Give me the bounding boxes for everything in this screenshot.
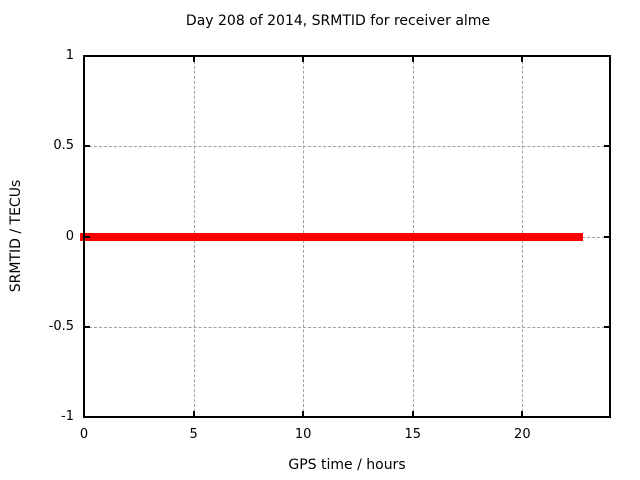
chart-title: Day 208 of 2014, SRMTID for receiver alm… (185, 13, 491, 29)
series-line-srmtid (80, 232, 584, 241)
y-gridline (84, 327, 610, 328)
y-tick-left (84, 416, 90, 418)
x-tick-bottom (192, 411, 195, 417)
y-tick-right (604, 325, 610, 328)
y-tick-label: -1 (61, 409, 74, 424)
x-tick-top (521, 56, 524, 62)
x-tick-bottom (411, 411, 414, 417)
x-tick-label: 5 (189, 427, 198, 442)
x-tick-label: 0 (79, 427, 89, 442)
x-tick-bottom (302, 411, 305, 417)
x-tick-top (302, 56, 305, 62)
x-tick-top (411, 56, 414, 62)
y-tick-right (604, 235, 610, 238)
x-tick-top (83, 56, 85, 62)
y-tick-left (84, 55, 90, 57)
y-tick-label: 1 (65, 48, 74, 63)
x-tick-top (192, 56, 195, 62)
y-tick-left (84, 325, 90, 328)
y-tick-left (84, 235, 90, 238)
y-tick-label: -0.5 (48, 318, 74, 334)
x-axis-label: GPS time / hours (288, 457, 406, 473)
y-tick-label: 0 (65, 228, 74, 244)
y-tick-left (84, 145, 90, 148)
x-tick-bottom (83, 411, 85, 417)
y-tick-label: 0.5 (53, 138, 74, 154)
plot-border (83, 55, 611, 418)
y-gridline (84, 146, 610, 147)
x-tick-label: 10 (294, 427, 312, 442)
x-tick-bottom (521, 411, 524, 417)
y-tick-right (604, 145, 610, 148)
x-tick-label: 20 (514, 427, 531, 442)
x-tick-label: 15 (404, 427, 422, 442)
y-tick-right (604, 55, 610, 57)
y-tick-right (604, 416, 610, 418)
y-axis-label: SRMTID / TECUs (8, 179, 24, 293)
